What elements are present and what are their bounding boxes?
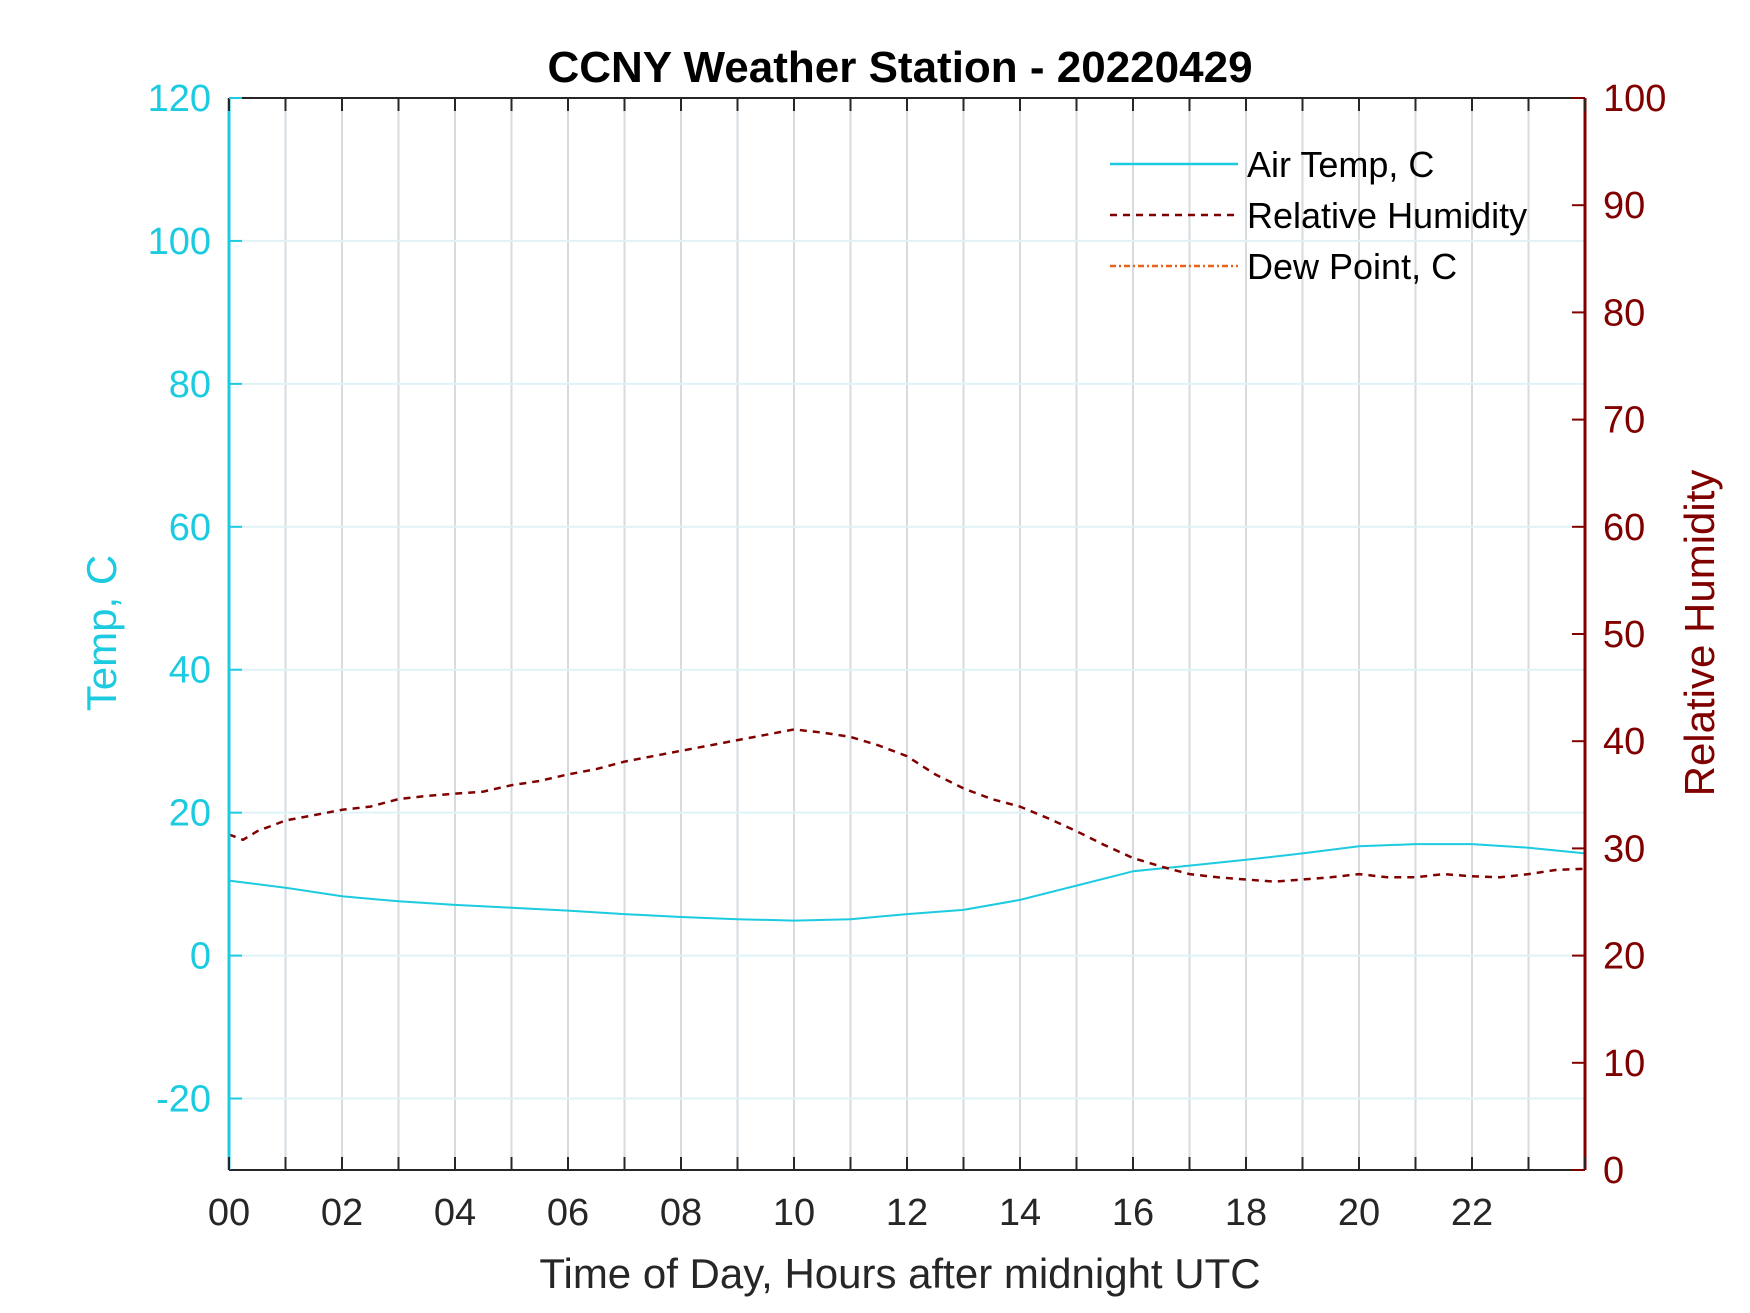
y-right-tick-label: 70 xyxy=(1603,400,1645,442)
axes-layer: 00 02 04 06 08 10 12 14 16 18 20 22-200204060801001… xyxy=(148,78,1667,1234)
y-left-tick-label: 120 xyxy=(148,78,211,120)
chart-title: CCNY Weather Station - 20220429 xyxy=(547,43,1252,92)
series-layer xyxy=(228,728,1586,922)
y-right-tick-label: 50 xyxy=(1603,614,1645,656)
y-right-tick-label: 80 xyxy=(1603,292,1645,334)
series-line-1 xyxy=(228,728,1586,883)
grid-layer xyxy=(229,98,1585,1170)
legend-label: Relative Humidity xyxy=(1247,195,1527,236)
legend: Air Temp, C Relative Humidity Dew Point, C xyxy=(1110,144,1527,287)
x-tick-label: 10 xyxy=(773,1192,815,1234)
y-left-tick-label: 20 xyxy=(169,793,211,835)
y-right-tick-label: 0 xyxy=(1603,1150,1624,1192)
y-right-tick-label: 90 xyxy=(1603,185,1645,227)
y-axis-right-label: Relative Humidity xyxy=(1676,470,1723,797)
y-right-tick-label: 30 xyxy=(1603,828,1645,870)
y-right-tick-label: 20 xyxy=(1603,936,1645,978)
y-right-tick-label: 100 xyxy=(1603,78,1666,120)
legend-label: Dew Point, C xyxy=(1247,246,1457,287)
x-tick-label: 04 xyxy=(434,1192,476,1234)
x-tick-label: 20 xyxy=(1338,1192,1380,1234)
y-left-tick-label: 0 xyxy=(190,936,211,978)
y-left-tick-label: 100 xyxy=(148,221,211,263)
y-axis-left-label: Temp, C xyxy=(78,555,125,711)
labels-layer: CCNY Weather Station - 20220429 Time of … xyxy=(78,43,1723,1297)
y-left-tick-label: 40 xyxy=(169,650,211,692)
x-tick-label: 14 xyxy=(999,1192,1041,1234)
x-tick-label: 16 xyxy=(1112,1192,1154,1234)
x-tick-label: 22 xyxy=(1451,1192,1493,1234)
x-tick-label: 00 xyxy=(208,1192,250,1234)
y-left-tick-label: -20 xyxy=(156,1079,211,1121)
x-tick-label: 12 xyxy=(886,1192,928,1234)
y-right-tick-label: 40 xyxy=(1603,721,1645,763)
x-axis-label: Time of Day, Hours after midnight UTC xyxy=(539,1250,1260,1297)
y-left-tick-label: 60 xyxy=(169,507,211,549)
y-left-tick-label: 80 xyxy=(169,364,211,406)
x-tick-label: 06 xyxy=(547,1192,589,1234)
y-right-tick-label: 10 xyxy=(1603,1043,1645,1085)
x-tick-label: 08 xyxy=(660,1192,702,1234)
legend-label: Air Temp, C xyxy=(1247,144,1434,185)
x-tick-label: 18 xyxy=(1225,1192,1267,1234)
x-tick-label: 02 xyxy=(321,1192,363,1234)
y-right-tick-label: 60 xyxy=(1603,507,1645,549)
series-line-0 xyxy=(228,843,1586,922)
